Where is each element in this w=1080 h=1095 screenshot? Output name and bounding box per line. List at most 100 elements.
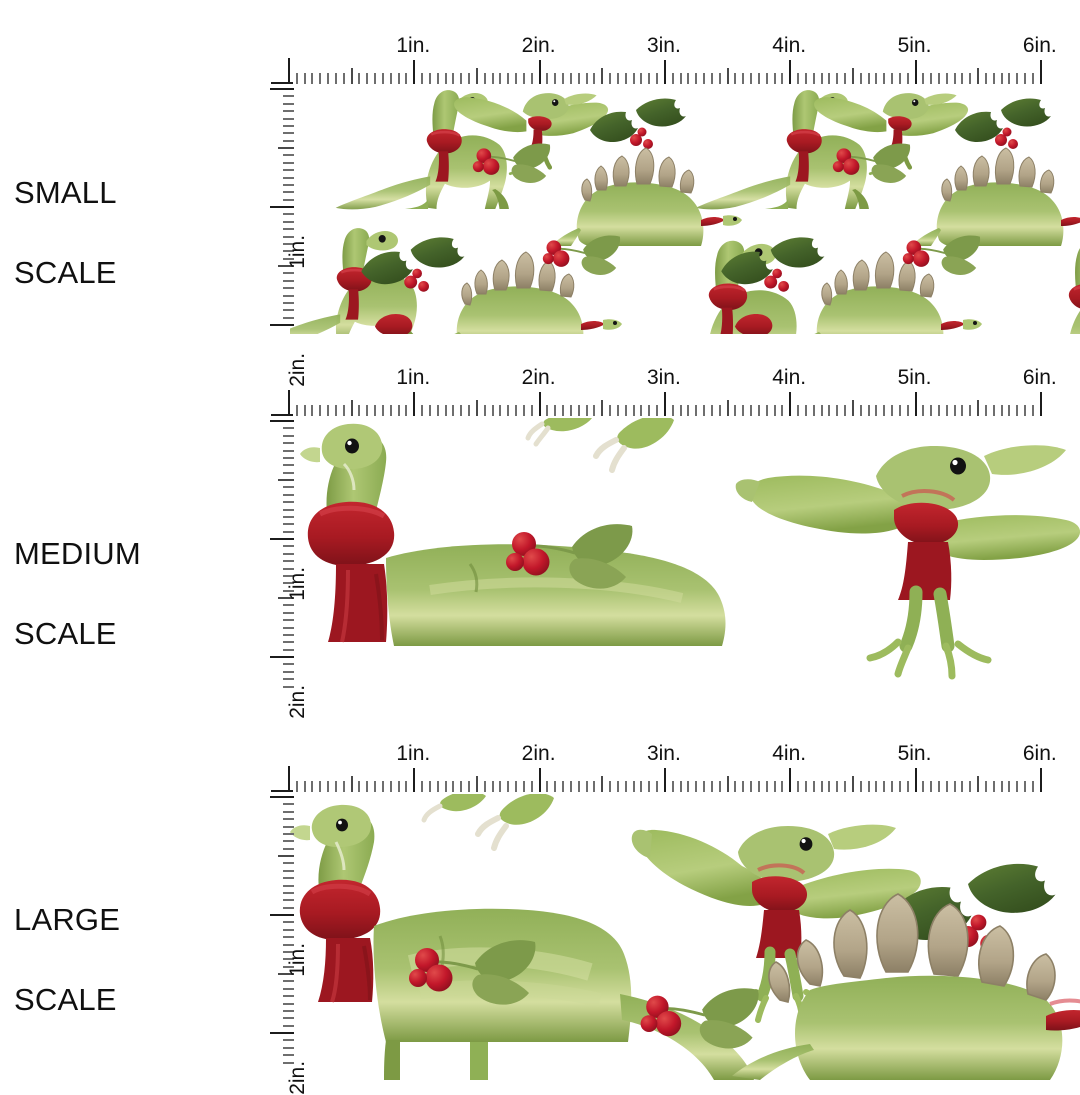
ruler-label-5in: 5in. <box>897 366 932 389</box>
corner-mark-small-v <box>288 58 290 84</box>
ruler-tick <box>283 641 294 644</box>
ruler-tick <box>750 405 753 416</box>
ruler-tick <box>718 781 721 792</box>
motif-foot-fragment <box>593 418 674 473</box>
ruler-tick <box>710 405 713 416</box>
ruler-tick <box>1031 73 1034 84</box>
ruler-tick <box>742 405 745 416</box>
ruler-tick <box>334 781 337 792</box>
ruler-tick <box>530 73 533 84</box>
motif-stego-large <box>732 893 1080 1080</box>
scale-label-small: SMALL SCALE <box>14 133 117 333</box>
ruler-tick <box>851 776 854 792</box>
ruler-tick <box>397 781 400 792</box>
ruler-tick <box>483 73 486 84</box>
ruler-tick <box>283 279 294 282</box>
motif-foot-fragment <box>475 794 554 851</box>
ruler-tick <box>283 272 294 275</box>
ruler-tick <box>468 781 471 792</box>
ruler-tick <box>283 987 294 990</box>
ruler-tick <box>381 73 384 84</box>
ruler-tick <box>278 265 294 267</box>
ruler-tick <box>538 768 541 792</box>
ruler-tick <box>883 405 886 416</box>
ruler-tick <box>922 73 925 84</box>
scale-label-large-line1: LARGE <box>14 902 121 937</box>
ruler-tick <box>1039 768 1042 792</box>
ruler-tick <box>350 776 353 792</box>
ruler-tick <box>945 781 948 792</box>
tick-band <box>288 768 1042 792</box>
ruler-tick <box>381 781 384 792</box>
ruler-tick <box>358 73 361 84</box>
ruler-tick <box>283 486 294 489</box>
ruler-tick <box>687 73 690 84</box>
ruler-tick <box>499 781 502 792</box>
ruler-tick <box>640 73 643 84</box>
ruler-tick <box>577 73 580 84</box>
ruler-tick <box>844 405 847 416</box>
motif-bronto <box>967 239 1080 334</box>
ruler-label-v-1in: 1in. <box>285 234 309 269</box>
ruler-tick <box>992 73 995 84</box>
ruler-tick <box>283 995 294 998</box>
ruler-tick <box>515 405 518 416</box>
ruler-tick <box>283 309 294 312</box>
ruler-tick <box>797 73 800 84</box>
ruler-tick <box>883 781 886 792</box>
ruler-tick <box>283 287 294 290</box>
ruler-tick <box>283 523 294 526</box>
ruler-tick <box>710 73 713 84</box>
ruler-tick <box>734 405 737 416</box>
ruler-tick <box>283 1046 294 1049</box>
scale-label-medium: MEDIUM SCALE <box>14 494 141 694</box>
scale-label-medium-line1: MEDIUM <box>14 536 141 571</box>
vertical-ruler-medium: 1in. 2in. <box>270 420 309 719</box>
ruler-tick <box>278 973 294 975</box>
ruler-tick <box>624 781 627 792</box>
ruler-tick <box>483 405 486 416</box>
ruler-tick <box>961 781 964 792</box>
ruler-tick <box>283 958 294 961</box>
ruler-tick <box>283 552 294 555</box>
ruler-tick <box>295 405 298 416</box>
ruler-tick <box>278 855 294 857</box>
ruler-tick <box>844 73 847 84</box>
ruler-tick <box>283 670 294 673</box>
ruler-tick <box>270 420 294 422</box>
corner-mark-medium-v <box>288 390 290 416</box>
ruler-tick <box>436 781 439 792</box>
ruler-tick <box>671 73 674 84</box>
ruler-tick <box>663 392 666 416</box>
ruler-tick <box>663 768 666 792</box>
ruler-tick <box>303 781 306 792</box>
corner-mark-small-h <box>271 82 293 84</box>
scale-label-small-line2: SCALE <box>14 255 117 290</box>
ruler-tick <box>421 73 424 84</box>
ruler-tick <box>648 781 651 792</box>
ruler-tick <box>491 405 494 416</box>
ruler-tick <box>283 1039 294 1042</box>
ruler-tick <box>270 656 294 658</box>
ruler-tick <box>428 405 431 416</box>
ruler-tick <box>283 1061 294 1064</box>
ruler-tick <box>507 73 510 84</box>
ruler-tick <box>937 73 940 84</box>
ruler-tick <box>327 781 330 792</box>
ruler-label-4in: 4in. <box>772 742 807 765</box>
ruler-tick <box>319 405 322 416</box>
ruler-tick <box>491 781 494 792</box>
ruler-tick <box>499 73 502 84</box>
ruler-tick <box>1008 73 1011 84</box>
ruler-tick <box>319 73 322 84</box>
ruler-tick <box>898 405 901 416</box>
ruler-tick <box>804 73 807 84</box>
ruler-tick <box>327 73 330 84</box>
ruler-tick <box>1016 73 1019 84</box>
ruler-tick <box>283 464 294 467</box>
ruler-tick <box>757 781 760 792</box>
ruler-tick <box>522 781 525 792</box>
ruler-tick <box>515 781 518 792</box>
ruler-tick <box>891 781 893 792</box>
ruler-tick <box>734 73 737 84</box>
